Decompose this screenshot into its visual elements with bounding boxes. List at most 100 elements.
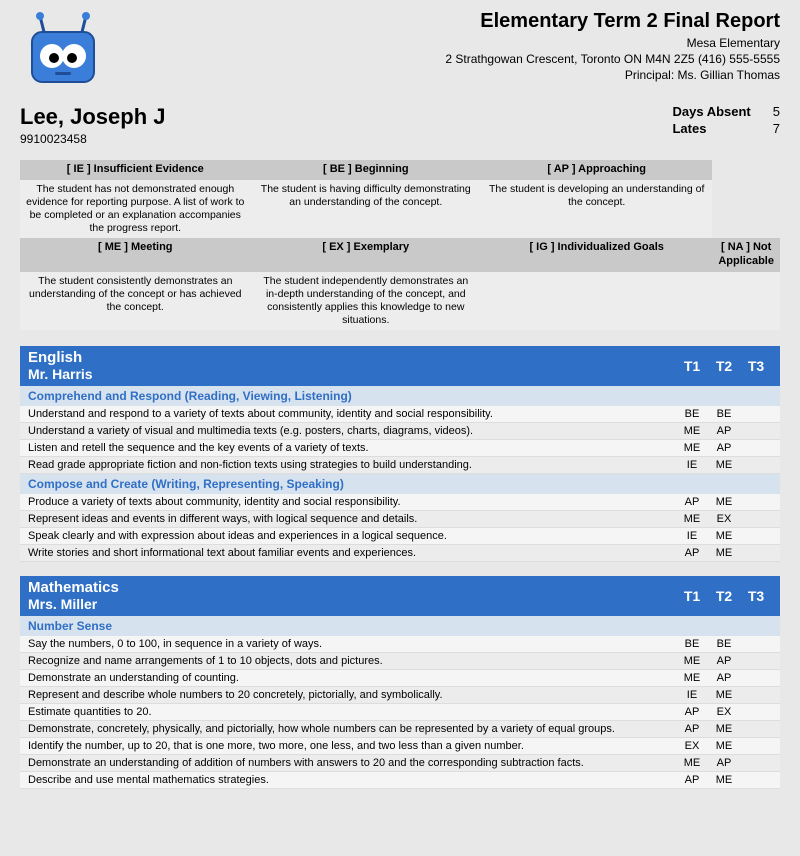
legend-code: [ NA ] Not Applicable: [712, 238, 780, 272]
grade-cell: [740, 655, 772, 667]
grade-cell: [740, 774, 772, 786]
legend-desc: The student independently demonstrates a…: [251, 272, 482, 331]
outcome-row: Understand and respond to a variety of t…: [20, 406, 780, 423]
grade-cell: ME: [676, 513, 708, 525]
outcome-desc: Say the numbers, 0 to 100, in sequence i…: [28, 638, 676, 650]
grade-cell: ME: [676, 655, 708, 667]
outcome-row: Understand a variety of visual and multi…: [20, 423, 780, 440]
grade-cell: [740, 513, 772, 525]
outcome-row: Demonstrate an understanding of addition…: [20, 755, 780, 772]
strand-header: Compose and Create (Writing, Representin…: [20, 474, 780, 494]
outcome-desc: Understand and respond to a variety of t…: [28, 408, 676, 420]
grade-cell: ME: [708, 547, 740, 559]
outcome-row: Listen and retell the sequence and the k…: [20, 440, 780, 457]
outcome-row: Say the numbers, 0 to 100, in sequence i…: [20, 636, 780, 653]
attendance-block: Days Absent 5 Lates 7: [672, 104, 780, 138]
subject-block: MathematicsMrs. MillerT1T2T3Number Sense…: [20, 576, 780, 789]
days-absent-value: 5: [773, 104, 780, 119]
legend-desc: The student has not demonstrated enough …: [20, 180, 251, 239]
term-header: T2: [708, 588, 740, 604]
outcome-desc: Speak clearly and with expression about …: [28, 530, 676, 542]
outcome-desc: Write stories and short informational te…: [28, 547, 676, 559]
legend-code: [ AP ] Approaching: [481, 160, 712, 180]
grade-cell: [740, 672, 772, 684]
grade-cell: [740, 408, 772, 420]
outcome-row: Demonstrate, concretely, physically, and…: [20, 721, 780, 738]
outcome-desc: Demonstrate an understanding of addition…: [28, 757, 676, 769]
school-info: Elementary Term 2 Final Report Mesa Elem…: [445, 10, 780, 84]
student-row: Lee, Joseph J 9910023458 Days Absent 5 L…: [20, 104, 780, 146]
grade-cell: AP: [708, 655, 740, 667]
outcome-desc: Represent and describe whole numbers to …: [28, 689, 676, 701]
grade-cell: IE: [676, 459, 708, 471]
student-id: 9910023458: [20, 132, 166, 146]
grade-cell: ME: [708, 496, 740, 508]
grade-cell: [740, 757, 772, 769]
subject-block: EnglishMr. HarrisT1T2T3Comprehend and Re…: [20, 346, 780, 562]
grade-cell: BE: [708, 408, 740, 420]
grade-cell: ME: [708, 723, 740, 735]
outcome-desc: Demonstrate an understanding of counting…: [28, 672, 676, 684]
outcome-desc: Describe and use mental mathematics stra…: [28, 774, 676, 786]
outcome-desc: Recognize and name arrangements of 1 to …: [28, 655, 676, 667]
legend-desc: [712, 272, 780, 331]
strand-header: Comprehend and Respond (Reading, Viewing…: [20, 386, 780, 406]
outcome-desc: Produce a variety of texts about communi…: [28, 496, 676, 508]
grade-cell: ME: [708, 740, 740, 752]
strand-header: Number Sense: [20, 616, 780, 636]
outcome-row: Produce a variety of texts about communi…: [20, 494, 780, 511]
term-header: T1: [676, 358, 708, 374]
outcome-row: Represent ideas and events in different …: [20, 511, 780, 528]
grade-cell: ME: [676, 757, 708, 769]
subject-name: Mathematics: [28, 580, 676, 597]
lates-value: 7: [773, 121, 780, 136]
teacher-name: Mrs. Miller: [28, 597, 676, 612]
grade-cell: AP: [708, 757, 740, 769]
header-row: Elementary Term 2 Final Report Mesa Elem…: [20, 10, 780, 86]
grade-cell: BE: [676, 638, 708, 650]
grade-cell: BE: [708, 638, 740, 650]
report-title: Elementary Term 2 Final Report: [445, 10, 780, 33]
school-name: Mesa Elementary: [445, 35, 780, 51]
outcome-row: Recognize and name arrangements of 1 to …: [20, 653, 780, 670]
outcome-row: Describe and use mental mathematics stra…: [20, 772, 780, 789]
legend-code: [ ME ] Meeting: [20, 238, 251, 272]
outcome-row: Represent and describe whole numbers to …: [20, 687, 780, 704]
grade-cell: BE: [676, 408, 708, 420]
student-name-block: Lee, Joseph J 9910023458: [20, 104, 166, 146]
legend-table: [ IE ] Insufficient Evidence [ BE ] Begi…: [20, 160, 780, 330]
term-header: T1: [676, 588, 708, 604]
term-header: T2: [708, 358, 740, 374]
outcome-row: Demonstrate an understanding of counting…: [20, 670, 780, 687]
outcome-row: Write stories and short informational te…: [20, 545, 780, 562]
outcome-row: Read grade appropriate fiction and non-f…: [20, 457, 780, 474]
legend-desc: The student is having difficulty demonst…: [251, 180, 482, 239]
term-header: T3: [740, 358, 772, 374]
outcome-desc: Demonstrate, concretely, physically, and…: [28, 723, 676, 735]
legend-desc: [481, 272, 712, 331]
subject-name: English: [28, 350, 676, 367]
legend-code: [ BE ] Beginning: [251, 160, 482, 180]
grade-cell: AP: [676, 774, 708, 786]
grade-cell: AP: [676, 706, 708, 718]
grade-cell: AP: [708, 442, 740, 454]
outcome-desc: Identify the number, up to 20, that is o…: [28, 740, 676, 752]
grade-cell: [740, 496, 772, 508]
legend-desc: The student consistently demonstrates an…: [20, 272, 251, 331]
grade-cell: IE: [676, 689, 708, 701]
grade-cell: IE: [676, 530, 708, 542]
outcome-desc: Listen and retell the sequence and the k…: [28, 442, 676, 454]
grade-cell: ME: [708, 530, 740, 542]
outcome-row: Estimate quantities to 20.APEX: [20, 704, 780, 721]
grade-cell: [740, 706, 772, 718]
grade-cell: [740, 723, 772, 735]
subjects-container: EnglishMr. HarrisT1T2T3Comprehend and Re…: [20, 346, 780, 789]
grade-cell: AP: [676, 723, 708, 735]
grade-cell: AP: [708, 672, 740, 684]
grade-cell: [740, 547, 772, 559]
grade-cell: EX: [676, 740, 708, 752]
outcome-desc: Represent ideas and events in different …: [28, 513, 676, 525]
grade-cell: EX: [708, 706, 740, 718]
legend-code: [ EX ] Exemplary: [251, 238, 482, 272]
grade-cell: AP: [676, 496, 708, 508]
